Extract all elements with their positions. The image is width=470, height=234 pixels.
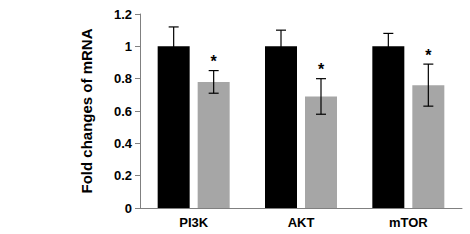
svg-text:0.8: 0.8: [114, 71, 132, 86]
svg-text:1: 1: [125, 39, 132, 54]
svg-text:*: *: [425, 47, 432, 64]
svg-text:0.6: 0.6: [114, 104, 132, 119]
svg-text:*: *: [211, 53, 218, 70]
svg-text:*: *: [318, 61, 325, 78]
svg-text:1.2: 1.2: [114, 7, 132, 22]
svg-text:mTOR: mTOR: [389, 215, 428, 230]
svg-text:AKT: AKT: [288, 215, 315, 230]
svg-text:0.4: 0.4: [114, 136, 133, 151]
svg-text:PI3K: PI3K: [179, 215, 209, 230]
svg-text:Fold changes of mRNA: Fold changes of mRNA: [78, 28, 95, 193]
svg-text:0: 0: [125, 201, 132, 216]
svg-text:0.2: 0.2: [114, 168, 132, 183]
